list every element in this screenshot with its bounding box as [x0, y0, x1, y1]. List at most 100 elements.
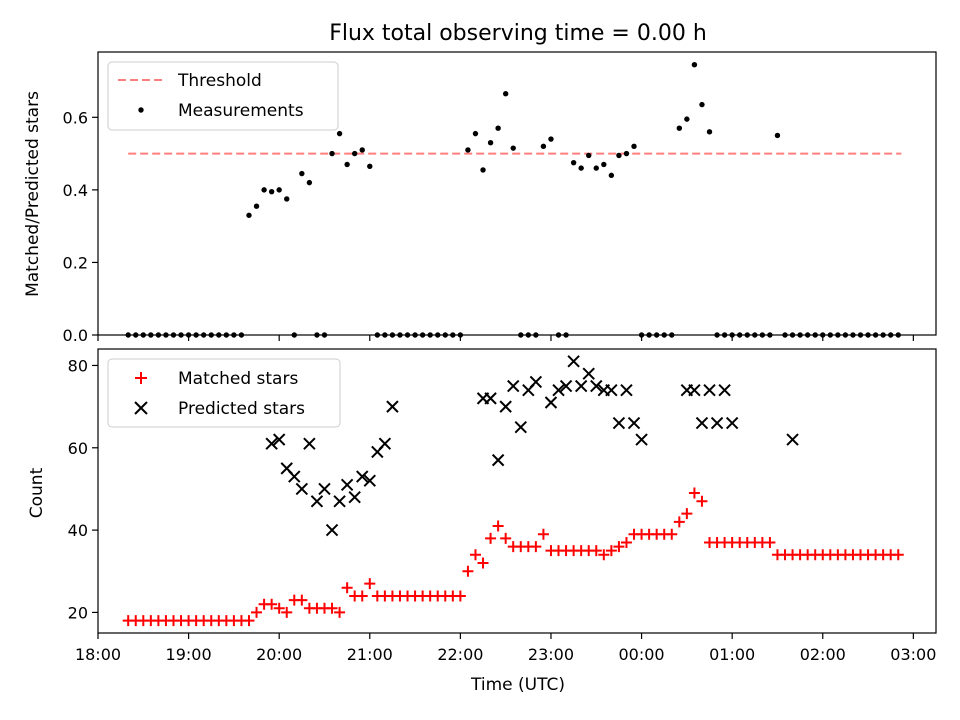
matched-star-point — [364, 578, 376, 590]
matched-star-point — [764, 536, 776, 548]
bottom-x-tick-label: 21:00 — [347, 645, 393, 664]
top-legend-box — [107, 61, 339, 131]
matched-star-point — [620, 536, 632, 548]
legend-measurements-label: Measurements — [178, 101, 304, 121]
predicted-star-point — [386, 400, 399, 413]
predicted-star-point — [605, 383, 618, 397]
predicted-star-point — [620, 383, 633, 397]
matched-star-point — [666, 528, 678, 540]
measurement-point — [465, 147, 471, 153]
matched-star-point — [281, 606, 293, 618]
top-panel: 0.0 0.2 0.4 0.6 Matched/Predicted stars Thr… — [23, 51, 937, 345]
measurement-point — [502, 91, 509, 97]
legend-matched-label: Matched stars — [178, 369, 298, 389]
measurement-point — [276, 187, 282, 193]
bottom-x-tick-label: 22:00 — [437, 645, 483, 664]
predicted-star-point — [378, 437, 392, 450]
matched-star-point — [598, 549, 610, 561]
measurement-point — [774, 132, 781, 139]
predicted-star-point — [688, 383, 701, 397]
matched-star-point — [356, 590, 368, 602]
predicted-star-point — [340, 478, 354, 492]
matched-star-point — [892, 549, 904, 561]
measurement-point — [487, 140, 494, 146]
predicted-star-point — [348, 490, 361, 504]
predicted-star-point — [710, 416, 724, 430]
measurement-point — [261, 187, 267, 193]
matched-star-point — [334, 606, 346, 618]
bottom-legend-box — [107, 358, 341, 428]
predicted-star-point — [567, 355, 580, 368]
bottom-y-tick-label: 60 — [68, 439, 88, 458]
matched-star-point — [341, 582, 353, 594]
measurement-point — [480, 167, 486, 173]
measurement-point — [684, 116, 690, 122]
predicted-star-point — [635, 433, 648, 446]
bottom-panel: 20 40 60 80 18:00 19:00 20:00 21:00 22:00 23:00 00… — [27, 348, 937, 695]
measurement-point — [570, 159, 577, 166]
predicted-star-point — [491, 453, 505, 467]
measurement-point — [676, 125, 683, 131]
matched-star-point — [605, 545, 617, 557]
top-y-axis-label: Matched/Predicted stars — [23, 91, 43, 297]
matched-star-point — [681, 508, 693, 520]
measurement-point — [540, 143, 547, 150]
measurement-point — [253, 203, 260, 209]
predicted-star-point — [695, 416, 709, 430]
matched-star-point — [696, 495, 708, 507]
top-y-tick-label: 0.6 — [63, 108, 88, 127]
bottom-x-tick-label: 18:00 — [75, 645, 121, 664]
predicted-star-point — [265, 437, 278, 450]
matched-star-point — [485, 532, 497, 544]
matched-star-point — [454, 590, 466, 602]
measurement-point — [284, 196, 290, 202]
measurement-point — [495, 125, 501, 131]
predicted-star-point — [582, 367, 595, 380]
matched-star-point — [530, 541, 542, 553]
predicted-star-point — [318, 482, 331, 496]
bottom-y-tick-label: 40 — [68, 521, 88, 540]
measurement-point — [586, 152, 592, 159]
matched-star-point — [537, 528, 549, 540]
bottom-x-tick-label: 02:00 — [800, 645, 846, 664]
bottom-x-tick-label: 03:00 — [890, 645, 936, 664]
bottom-x-tick-label: 20:00 — [256, 645, 302, 664]
matched-star-point — [243, 615, 255, 627]
predicted-star-point — [356, 470, 369, 483]
measurement-point — [351, 150, 358, 157]
matched-star-point — [613, 541, 625, 553]
matched-star-point — [500, 532, 512, 544]
predicted-star-point — [288, 470, 301, 483]
predicted-star-point — [499, 400, 512, 413]
measurement-point — [329, 150, 335, 157]
predicted-star-point — [725, 416, 739, 430]
measurement-point — [510, 145, 516, 151]
measurement-point — [299, 170, 305, 177]
measurement-point — [344, 161, 350, 168]
predicted-star-point — [333, 495, 346, 508]
predicted-star-point — [295, 482, 309, 496]
predicted-star-point — [363, 474, 376, 487]
predicted-star-point — [310, 495, 324, 508]
measurement-point — [601, 161, 607, 168]
matched-star-point — [469, 549, 481, 561]
bottom-x-tick-label: 00:00 — [619, 645, 665, 664]
measurement-point — [608, 172, 615, 179]
bottom-plot-area: 20 40 60 80 18:00 19:00 20:00 21:00 22:00 23:00 00… — [68, 355, 936, 664]
measurement-point — [706, 129, 713, 135]
measurement-point — [246, 212, 252, 218]
legend-threshold-label: Threshold — [177, 71, 262, 91]
matched-star-point — [462, 565, 474, 577]
matched-star-point — [251, 606, 263, 618]
matched-star-point — [266, 598, 278, 610]
measurement-point — [593, 165, 599, 171]
predicted-star-point — [590, 379, 603, 393]
bottom-y-axis-label: Count — [27, 467, 47, 518]
legend-predicted-swatch — [134, 401, 148, 415]
bottom-y-tick-label: 20 — [68, 603, 88, 622]
matched-star-point — [273, 602, 285, 614]
bottom-x-tick-label: 01:00 — [709, 645, 755, 664]
top-y-tick-label: 0.4 — [63, 181, 88, 200]
matched-star-point — [296, 594, 308, 606]
